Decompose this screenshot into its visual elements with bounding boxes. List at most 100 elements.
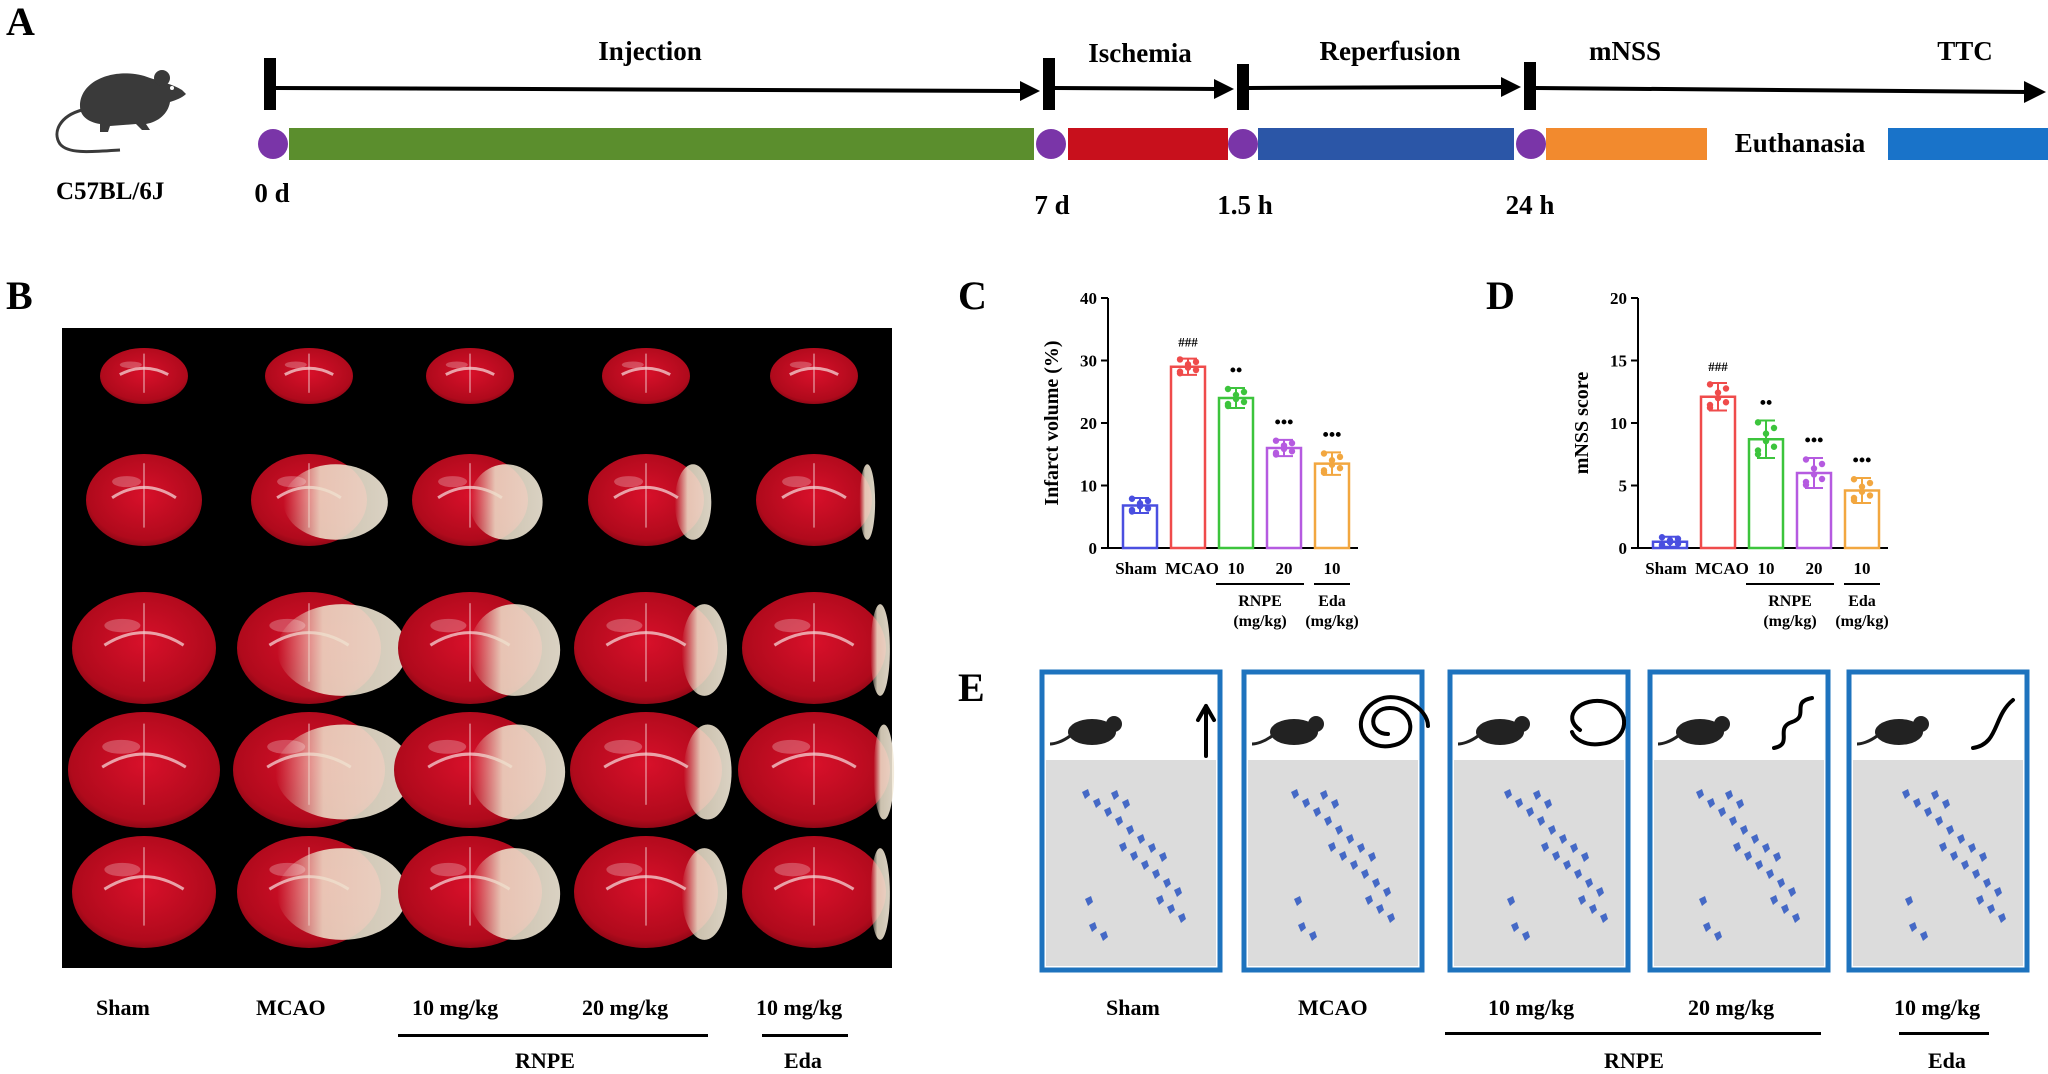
b-rnpe-group-line [398, 1034, 708, 1037]
group-unit-label: (mg/kg) [1763, 613, 1816, 630]
infarct-volume-chart: Infarct volume (%) 0 10 20 30 40 Sham ### MCAO ••… [1041, 289, 1359, 630]
footprint [1714, 931, 1722, 941]
brain-slice [237, 836, 407, 948]
ttc-bar [1888, 128, 2048, 160]
brain-slice [398, 836, 561, 948]
significance-mark: ••• [1805, 430, 1824, 450]
data-point [1754, 447, 1762, 454]
footprint [1122, 799, 1130, 809]
footprint [1942, 799, 1950, 809]
footprint [1788, 887, 1796, 897]
data-point [1706, 401, 1714, 409]
footprint [1104, 807, 1112, 817]
footprint [1961, 860, 1969, 870]
footprint [1909, 922, 1917, 932]
brain-slice [100, 348, 188, 404]
data-point [1770, 424, 1778, 432]
track-panel [1846, 669, 2030, 973]
footprint [1089, 922, 1097, 932]
footprint [1946, 825, 1954, 835]
data-point [1288, 439, 1296, 447]
data-point [1674, 540, 1682, 547]
footprint [1707, 798, 1715, 808]
data-point [1320, 467, 1328, 474]
footprint [1563, 860, 1571, 870]
panel-label-e: E [958, 665, 985, 710]
footprint [1729, 816, 1737, 826]
significance-mark: ••• [1853, 450, 1872, 470]
data-point [1320, 450, 1328, 457]
significance-mark: ••• [1275, 412, 1294, 432]
footprint [1115, 816, 1123, 826]
panel-label-a: A [6, 0, 35, 44]
b-label-sham: Sham [96, 995, 150, 1020]
data-point [1272, 449, 1280, 457]
bar [1313, 462, 1351, 550]
y-tick-label: 5 [1619, 477, 1628, 496]
category-label: Sham [1645, 559, 1687, 578]
data-point [1850, 494, 1858, 502]
footprint [1331, 799, 1339, 809]
data-point [1240, 388, 1248, 396]
category-label: MCAO [1695, 559, 1749, 578]
track-panel [1039, 669, 1223, 973]
footprint [1987, 904, 1995, 914]
bar [1217, 396, 1255, 550]
movement-path-icon [1772, 696, 1814, 750]
movement-path-icon [1196, 704, 1216, 758]
footprint [1541, 842, 1549, 852]
footprint [1939, 842, 1947, 852]
footprint [1718, 807, 1726, 817]
significance-mark: •• [1230, 360, 1243, 380]
brain-slice [738, 712, 895, 828]
data-point [1176, 368, 1184, 375]
b-group-label-eda: Eda [784, 1048, 822, 1073]
footprint [1979, 852, 1987, 862]
footprint [1361, 869, 1369, 879]
category-label: 20 [1806, 559, 1823, 578]
arrow-head [1501, 77, 1521, 97]
footprint [1544, 799, 1552, 809]
footprint [1302, 798, 1310, 808]
e-eda-group-line [1899, 1032, 1989, 1035]
data-point [1802, 478, 1810, 486]
brain-slice [237, 592, 407, 704]
footprint [1935, 816, 1943, 826]
group-unit-label: (mg/kg) [1835, 613, 1888, 630]
footprint [1346, 834, 1354, 844]
footprint [1526, 807, 1534, 817]
footprint [1126, 825, 1134, 835]
footprint [1957, 834, 1965, 844]
footprint [1507, 896, 1515, 906]
footprint [1548, 825, 1556, 835]
mouse-silhouette-icon [1049, 716, 1122, 746]
footprint [1766, 869, 1774, 879]
group-label: RNPE [1238, 593, 1282, 610]
b-eda-group-line [762, 1034, 848, 1037]
brain-slice [72, 592, 216, 704]
footprint [1770, 895, 1778, 905]
gait-track-panels [1039, 669, 2030, 973]
footprint [1093, 798, 1101, 808]
y-tick-label: 15 [1610, 352, 1627, 371]
panel-label-d: D [1486, 273, 1515, 318]
movement-path-icon [1971, 698, 2015, 750]
footprint [1998, 913, 2006, 923]
phase-label-ttc: TTC [1937, 36, 1993, 66]
footprint [1167, 904, 1175, 914]
data-point [1192, 358, 1200, 366]
footprint [1924, 807, 1932, 817]
arrow-head [1020, 81, 1040, 101]
mouse-silhouette-icon [1856, 716, 1929, 746]
bar [1699, 395, 1737, 550]
footprint [1159, 852, 1167, 862]
brain-slice [86, 454, 202, 546]
footprint [1976, 895, 1984, 905]
significance-mark: ••• [1323, 424, 1342, 444]
brain-slice [72, 836, 216, 948]
footprint [1137, 834, 1145, 844]
brain-slice [588, 454, 712, 546]
category-label: 20 [1276, 559, 1293, 578]
phase-label-ischemia: Ischemia [1088, 38, 1192, 68]
y-tick-label: 10 [1610, 414, 1627, 433]
